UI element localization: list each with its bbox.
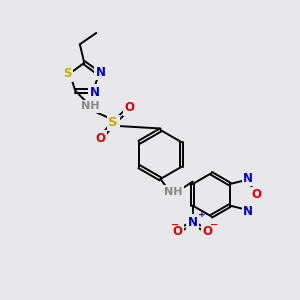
Text: N: N <box>188 216 198 229</box>
Text: −: − <box>171 220 179 230</box>
Text: S: S <box>109 116 118 129</box>
Text: −: − <box>210 220 218 230</box>
Text: N: N <box>243 205 253 218</box>
Text: +: + <box>198 210 206 219</box>
Text: S: S <box>63 67 71 80</box>
Text: N: N <box>243 172 253 184</box>
Text: NH: NH <box>81 101 100 111</box>
Text: O: O <box>173 225 183 238</box>
Text: NH: NH <box>164 187 182 196</box>
Text: O: O <box>96 132 106 145</box>
Text: N: N <box>90 86 100 99</box>
Text: N: N <box>95 66 105 79</box>
Text: O: O <box>125 101 135 114</box>
Text: O: O <box>202 225 212 238</box>
Text: O: O <box>251 188 261 201</box>
